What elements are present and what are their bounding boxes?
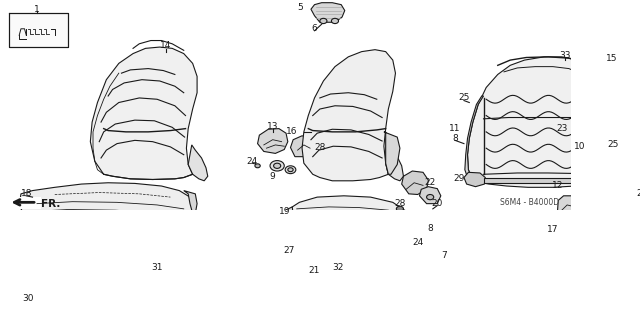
Polygon shape [282,207,297,235]
Text: 19: 19 [278,207,290,216]
Polygon shape [293,230,322,261]
Text: 17: 17 [547,225,559,234]
Text: 30: 30 [22,294,34,303]
Polygon shape [464,172,485,187]
Circle shape [591,112,600,119]
Text: 28: 28 [394,199,406,208]
Polygon shape [24,213,193,235]
Polygon shape [302,50,396,181]
Polygon shape [15,197,42,209]
Circle shape [285,166,296,174]
Polygon shape [289,196,409,239]
Polygon shape [611,178,639,208]
Circle shape [565,214,572,219]
Circle shape [166,257,172,261]
Text: 13: 13 [267,122,278,131]
Polygon shape [484,178,584,183]
Polygon shape [386,144,403,181]
Polygon shape [8,13,68,47]
Text: 8: 8 [428,224,433,233]
Text: S6M4 - B4000D: S6M4 - B4000D [500,198,559,207]
Circle shape [119,257,124,261]
Text: 12: 12 [552,181,563,190]
Text: 8: 8 [452,134,458,143]
Circle shape [603,129,610,134]
Polygon shape [19,183,195,225]
Polygon shape [403,210,415,236]
Circle shape [396,206,403,212]
Polygon shape [293,220,409,248]
Circle shape [591,161,600,168]
Polygon shape [90,47,197,180]
Text: 10: 10 [574,142,586,151]
Circle shape [288,168,293,172]
Polygon shape [74,241,193,264]
Text: 23: 23 [556,124,568,133]
Text: 28: 28 [314,143,326,152]
Polygon shape [184,191,197,213]
Circle shape [255,164,260,168]
Circle shape [435,230,453,243]
Text: 32: 32 [332,263,343,272]
Polygon shape [467,57,602,187]
Polygon shape [465,96,484,183]
Text: 6: 6 [312,24,317,33]
Text: 14: 14 [160,41,172,50]
Circle shape [427,195,434,200]
Polygon shape [311,3,345,22]
Circle shape [441,234,448,239]
Circle shape [143,257,148,261]
Circle shape [26,291,30,293]
Polygon shape [291,136,313,157]
Circle shape [95,257,100,261]
Text: 24: 24 [412,238,423,247]
Circle shape [157,236,163,239]
Text: 21: 21 [309,266,320,275]
Polygon shape [257,129,288,153]
Text: 1: 1 [34,5,40,14]
Text: 7: 7 [442,251,447,260]
Text: FR.: FR. [40,199,60,209]
Text: 26: 26 [636,189,640,198]
Text: 24: 24 [246,157,258,166]
Polygon shape [302,242,377,264]
Circle shape [320,18,327,24]
Text: 18: 18 [20,189,32,198]
Text: 5: 5 [298,4,303,12]
Circle shape [332,18,339,24]
Text: 15: 15 [606,54,618,63]
Circle shape [591,129,600,135]
Circle shape [591,96,600,102]
Circle shape [270,161,284,171]
Circle shape [428,225,460,248]
Text: 9: 9 [270,172,276,181]
Text: 11: 11 [449,124,461,133]
Text: 33: 33 [559,51,571,60]
Text: 29: 29 [454,174,465,183]
Text: 31: 31 [151,263,163,272]
Polygon shape [402,171,428,195]
Circle shape [603,102,610,107]
Text: 22: 22 [424,178,436,187]
Circle shape [301,247,310,254]
Text: 20: 20 [431,199,443,208]
Polygon shape [188,145,208,181]
Polygon shape [594,96,605,183]
Polygon shape [557,196,579,227]
Polygon shape [419,187,441,204]
Circle shape [603,159,610,164]
Text: 25: 25 [458,93,470,102]
Text: 27: 27 [283,246,294,255]
Text: 16: 16 [285,127,297,136]
Circle shape [273,163,281,168]
Polygon shape [384,132,400,174]
Circle shape [24,288,33,295]
Circle shape [591,145,600,151]
Circle shape [621,200,628,205]
Text: 25: 25 [608,140,619,149]
